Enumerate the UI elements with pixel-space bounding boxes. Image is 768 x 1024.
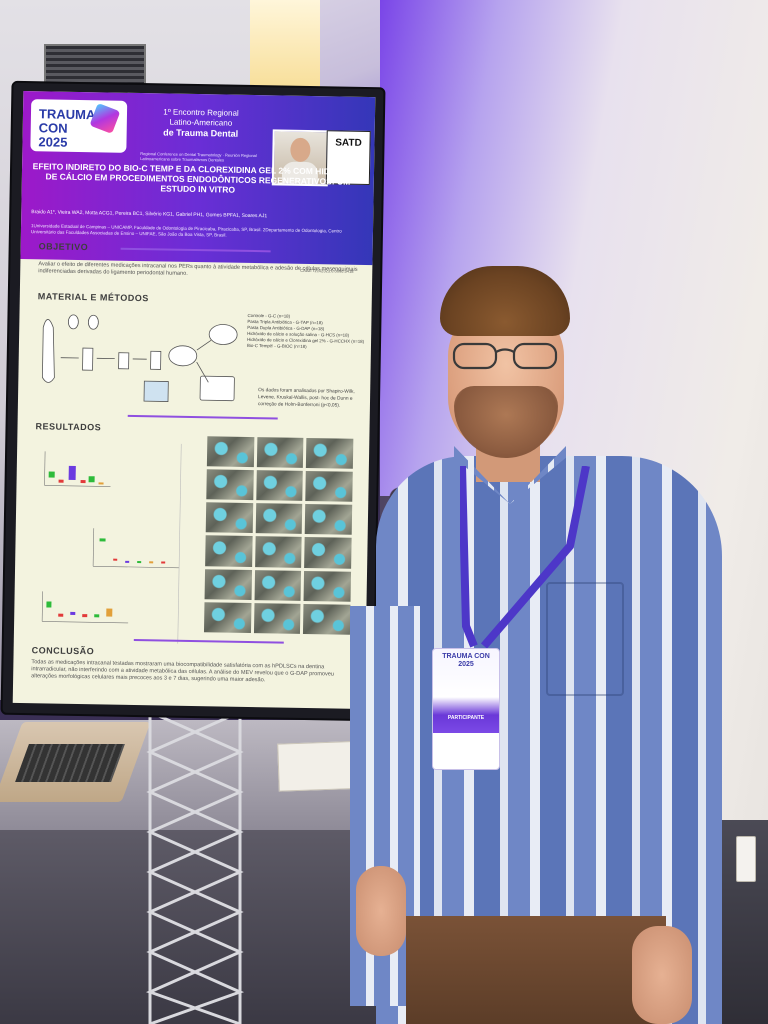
microscopy-image: [305, 504, 353, 536]
microscopy-image: [303, 570, 352, 602]
microscopy-image: [203, 602, 252, 634]
microscopy-image: [253, 602, 301, 634]
glasses-icon: [452, 342, 558, 370]
lanyard: [460, 466, 590, 649]
microscopy-image: [254, 569, 302, 601]
microscopy-image: [255, 503, 303, 535]
poster-header: TRAUMA CON 2025 1º Encontro Regional Lat…: [20, 90, 376, 266]
microscopy-image: [205, 502, 253, 534]
groups-list: Controle - G-C (n=18) Pasta Tripla Antib…: [247, 313, 366, 351]
event-title: 1º Encontro Regional Latino-Americano de…: [141, 107, 262, 140]
objective-text: Avaliar o efeito de diferentes medicaçõe…: [38, 261, 358, 277]
microscopy-image: [303, 603, 351, 635]
hair: [440, 266, 570, 336]
poster-monitor: TRAUMA CON 2025 1º Encontro Regional Lat…: [2, 82, 384, 720]
left-hand: [356, 866, 406, 956]
microscopy-image: [255, 470, 304, 502]
microscopy-image: [256, 437, 304, 469]
microscopy-image: [205, 535, 253, 567]
air-vent: [44, 44, 146, 90]
microscopy-image: [304, 537, 352, 569]
event-subtitle: Regional Conference on Dental Traumatolo…: [140, 151, 257, 163]
conclusion-text: Todas as medicações intracanal testadas …: [31, 659, 335, 684]
author-photo-face: [290, 137, 311, 163]
table-front: [0, 830, 390, 1024]
microscopy-image: [305, 471, 353, 503]
poster-affiliations: 1Universidade Estadual de Campinas – UNI…: [30, 223, 342, 238]
badge-logo: TRAUMA CON 2025: [442, 653, 490, 668]
right-hand: [632, 926, 692, 1024]
scientific-poster: TRAUMA CON 2025 1º Encontro Regional Lat…: [12, 90, 376, 710]
microscopy-image: [306, 437, 354, 469]
conclusion-heading: CONCLUSÃO: [31, 645, 95, 657]
truss-stand: [145, 712, 245, 1024]
beard: [454, 386, 558, 458]
microscopy-image: [206, 436, 255, 468]
logo-text: TRAUMA CON 2025: [38, 106, 95, 150]
shirt-pocket: [546, 582, 624, 696]
presenter: TRAUMA CON 2025 PARTICIPANTE: [350, 266, 750, 1024]
results-divider: [127, 414, 278, 420]
microscopy-image: [206, 469, 254, 501]
microscopy-image: [204, 568, 252, 600]
microscopy-image: [254, 536, 302, 568]
results-heading: RESULTADOS: [35, 421, 102, 433]
methods-diagram: [41, 314, 238, 402]
laptop-keyboard: [15, 744, 125, 782]
traumacon-logo: TRAUMA CON 2025: [30, 99, 128, 153]
badge-role: PARTICIPANTE: [447, 715, 485, 721]
objective-heading: OBJETIVO: [38, 241, 89, 253]
event-line3: de Trauma Dental: [163, 127, 239, 139]
microscopy-image-grid: [203, 436, 354, 635]
statistics-text: Os dados foram analisados por Shapiro-Wi…: [257, 388, 355, 409]
poster-title: EFEITO INDIRETO DO BIO-C TEMP E DA CLORE…: [32, 161, 364, 195]
methods-heading: MATERIAL E MÉTODOS: [37, 291, 149, 304]
participant-badge: TRAUMA CON 2025 PARTICIPANTE: [432, 648, 500, 770]
wall-outlet: [736, 836, 756, 882]
results-charts: [41, 443, 182, 644]
pants: [406, 916, 666, 1024]
poster-authors: Braido A1*, Vieira WA2, Motta ACG1, Pere…: [31, 209, 268, 220]
